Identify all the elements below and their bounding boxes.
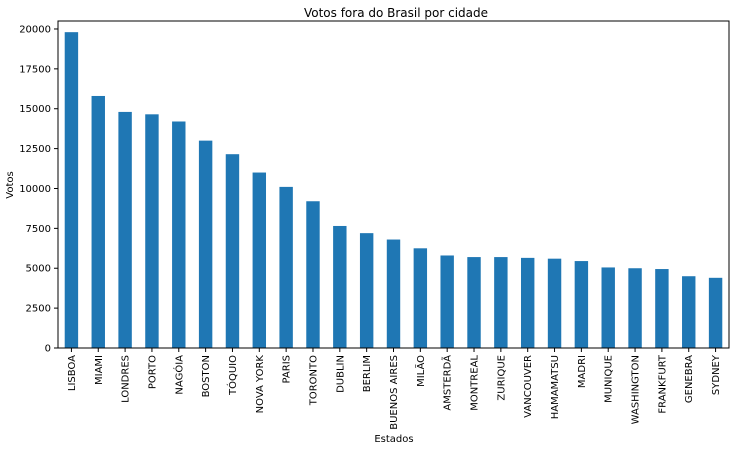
bar-sydney bbox=[708, 277, 723, 348]
x-tick-label: LONDRES bbox=[121, 355, 132, 403]
y-tick-label: 0 bbox=[45, 344, 51, 355]
x-tick-label: FRANKFURT bbox=[657, 354, 668, 413]
bar-buenos-aires bbox=[386, 239, 401, 348]
x-tick-label: TÓQUIO bbox=[226, 355, 239, 396]
x-tick-label: SYDNEY bbox=[711, 354, 722, 395]
x-tick-label: PARIS bbox=[282, 355, 293, 383]
bar-dublin bbox=[333, 225, 347, 348]
x-tick-label: MONTREAL bbox=[470, 355, 481, 411]
x-tick-label: PORTO bbox=[147, 355, 158, 389]
bar-amsterdã bbox=[440, 255, 454, 348]
bar-tóquio bbox=[225, 154, 240, 348]
bar-genebra bbox=[682, 276, 696, 348]
bar-zurique bbox=[494, 257, 508, 348]
bar-nagóia bbox=[172, 121, 186, 349]
y-tick-label: 10000 bbox=[19, 184, 51, 195]
x-tick-label: LISBOA bbox=[67, 355, 78, 391]
x-tick-label: HAMAMATSU bbox=[550, 355, 561, 419]
bar-vancouver bbox=[520, 257, 535, 348]
bar-londres bbox=[118, 111, 132, 348]
x-tick-label: DUBLIN bbox=[335, 355, 346, 393]
bar-boston bbox=[198, 140, 213, 348]
bar-miami bbox=[91, 95, 105, 348]
bar-porto bbox=[145, 114, 159, 348]
y-tick-label: 12500 bbox=[19, 144, 51, 155]
x-tick-label: MILÃO bbox=[414, 355, 427, 387]
y-tick-label: 20000 bbox=[19, 24, 51, 35]
y-tick-label: 15000 bbox=[19, 104, 51, 115]
bar-berlim bbox=[359, 233, 374, 348]
bar-washington bbox=[628, 268, 642, 348]
x-axis: LISBOA MIAMI LONDRES PORTO NAGÓIA BOSTON TÓQUI… bbox=[67, 348, 722, 430]
y-tick-label: 7500 bbox=[26, 224, 51, 235]
bar-munique bbox=[601, 267, 615, 348]
x-tick-label: BUENOS AIRES bbox=[389, 355, 400, 430]
y-axis-title: Votos bbox=[5, 171, 16, 198]
x-axis-title: Estados bbox=[374, 434, 413, 445]
y-axis: 0 2500 5000 7500 10000 12500 15000 17500 20000 bbox=[19, 24, 58, 355]
bars-group bbox=[64, 32, 723, 349]
x-tick-label: MUNIQUE bbox=[604, 355, 615, 403]
x-tick-label: GENEBRA bbox=[684, 355, 695, 403]
bar-nova-york bbox=[252, 172, 267, 348]
x-tick-label: BERLIM bbox=[362, 355, 373, 392]
x-tick-label: NOVA YORK bbox=[255, 355, 266, 414]
bar-frankfurt bbox=[655, 269, 669, 348]
bar-paris bbox=[279, 186, 293, 348]
x-tick-label: MADRI bbox=[577, 355, 588, 388]
x-tick-label: MIAMI bbox=[94, 355, 105, 385]
bar-montreal bbox=[467, 257, 481, 348]
plot-frame bbox=[57, 20, 730, 349]
chart-title: Votos fora do Brasil por cidade bbox=[304, 6, 488, 20]
x-tick-label: ZURIQUE bbox=[496, 355, 507, 401]
y-tick-label: 17500 bbox=[19, 64, 51, 75]
bar-lisboa bbox=[64, 32, 79, 348]
y-tick-label: 5000 bbox=[26, 264, 51, 275]
x-tick-label: NAGÓIA bbox=[172, 355, 185, 395]
x-tick-label: VANCOUVER bbox=[523, 355, 534, 418]
x-tick-label: TORONTO bbox=[308, 355, 319, 406]
x-tick-label: BOSTON bbox=[201, 355, 212, 397]
x-tick-label: WASHINGTON bbox=[631, 355, 642, 424]
bar-madri bbox=[574, 261, 589, 348]
y-tick-label: 2500 bbox=[26, 304, 51, 315]
x-tick-label: AMSTERDÃ bbox=[441, 355, 454, 411]
bar-hamamatsu bbox=[547, 258, 562, 348]
bar-toronto bbox=[306, 201, 320, 348]
bar-milão bbox=[413, 248, 428, 348]
